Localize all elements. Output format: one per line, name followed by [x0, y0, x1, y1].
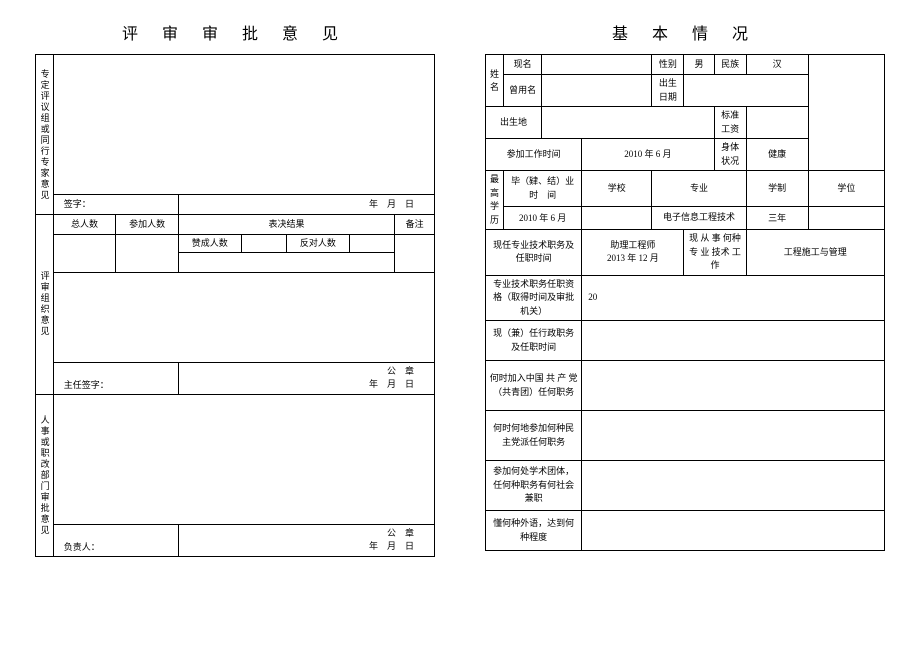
hdr-result: 表决结果 — [178, 215, 394, 235]
cell-attend — [116, 235, 179, 273]
val-acad — [582, 461, 885, 511]
left-title: 评 审 审 批 意 见 — [35, 20, 435, 44]
val-curpos: 助理工程师 2013 年 12 月 — [582, 230, 684, 276]
lbl-lang: 懂何种外语，达到何种程度 — [486, 511, 582, 551]
val-ethnic: 汉 — [746, 55, 808, 75]
hdr-attend: 参加人数 — [116, 215, 179, 235]
hdr-agree: 赞成人数 — [178, 235, 241, 253]
hdr-remark: 备注 — [395, 215, 435, 235]
section3-label: 人事或职改部门审批意见 — [36, 394, 54, 556]
val-lang — [582, 511, 885, 551]
lbl-edu: 最高学历 — [486, 171, 504, 230]
sig3-label: 负责人： — [53, 524, 178, 556]
val-major: 电子信息工程技术 — [652, 207, 746, 230]
lbl-health: 身体状况 — [714, 139, 746, 171]
val-usedname — [542, 75, 652, 107]
sig2-seal: 公 章年 月 日 — [178, 362, 434, 394]
lbl-birthdate: 出生日期 — [652, 75, 684, 107]
right-table: 姓名 现名 性别 男 民族 汉 曾用名 出生日期 出生地 标准工资 — [485, 54, 885, 551]
lbl-major: 专业 — [652, 171, 746, 207]
lbl-gender: 性别 — [652, 55, 684, 75]
lbl-acad: 参加何处学术团体，任何种职务有何社会兼职 — [486, 461, 582, 511]
lbl-admin: 现（兼）任行政职务及任职时间 — [486, 321, 582, 361]
cell-total — [53, 235, 116, 273]
photo-area — [808, 55, 884, 171]
val-health: 健康 — [746, 139, 808, 171]
lbl-name: 姓名 — [486, 55, 504, 107]
sig3-seal: 公 章年 月 日 — [178, 524, 434, 556]
lbl-school: 学校 — [582, 171, 652, 207]
val-birthdate — [684, 75, 808, 107]
section2-body — [53, 272, 434, 362]
review-approval-page: 评 审 审 批 意 见 专定评议组或同行专家意见 签字： 年 月 日 评审组织意… — [35, 20, 435, 557]
lbl-qualif: 专业技术职务任职资格（取得时间及审批机关） — [486, 275, 582, 321]
sig1-label: 签字： — [53, 195, 178, 215]
val-degree — [808, 207, 884, 230]
cell-remark — [395, 235, 435, 273]
left-table: 专定评议组或同行专家意见 签字： 年 月 日 评审组织意见 总人数 参加人数 表… — [35, 54, 435, 557]
basic-info-page: 基 本 情 况 姓名 现名 性别 男 民族 汉 曾用名 — [485, 20, 885, 557]
hdr-disagree: 反对人数 — [287, 235, 350, 253]
lbl-system: 学制 — [746, 171, 808, 207]
val-worktime: 2010 年 6 月 — [582, 139, 714, 171]
val-system: 三年 — [746, 207, 808, 230]
val-curname — [542, 55, 652, 75]
section2-label: 评审组织意见 — [36, 215, 54, 395]
val-admin — [582, 321, 885, 361]
val-school — [582, 207, 652, 230]
result-row — [178, 252, 394, 272]
lbl-worktime: 参加工作时间 — [486, 139, 582, 171]
lbl-party: 何时加入中国 共 产 党（共青团）任何职务 — [486, 361, 582, 411]
lbl-ethnic: 民族 — [714, 55, 746, 75]
val-gender: 男 — [684, 55, 714, 75]
val-stdsalary — [746, 107, 808, 139]
section1-label: 专定评议组或同行专家意见 — [36, 55, 54, 215]
right-title: 基 本 情 况 — [485, 20, 885, 44]
section1-body — [53, 55, 434, 195]
val-party — [582, 361, 885, 411]
cell-agree — [241, 235, 287, 253]
lbl-curwork: 现 从 事 何种 专 业 技术 工 作 — [684, 230, 746, 276]
val-birthplace — [542, 107, 714, 139]
lbl-stdsalary: 标准工资 — [714, 107, 746, 139]
lbl-curpos: 现任专业技术职务及任职时间 — [486, 230, 582, 276]
lbl-usedname: 曾用名 — [504, 75, 542, 107]
sig1-date: 年 月 日 — [178, 195, 434, 215]
cell-disagree — [349, 235, 395, 253]
lbl-degree: 学位 — [808, 171, 884, 207]
lbl-demo: 何时何地参加何种民主党派任何职务 — [486, 411, 582, 461]
lbl-gradtime: 毕（肄、结）业时 间 — [504, 171, 582, 207]
sig2-label: 主任签字： — [53, 362, 178, 394]
val-demo — [582, 411, 885, 461]
val-gradtime: 2010 年 6 月 — [504, 207, 582, 230]
hdr-total: 总人数 — [53, 215, 116, 235]
val-curwork: 工程施工与管理 — [746, 230, 884, 276]
lbl-curname: 现名 — [504, 55, 542, 75]
section3-body — [53, 394, 434, 524]
lbl-birthplace: 出生地 — [486, 107, 542, 139]
val-qualif: 20 — [582, 275, 885, 321]
